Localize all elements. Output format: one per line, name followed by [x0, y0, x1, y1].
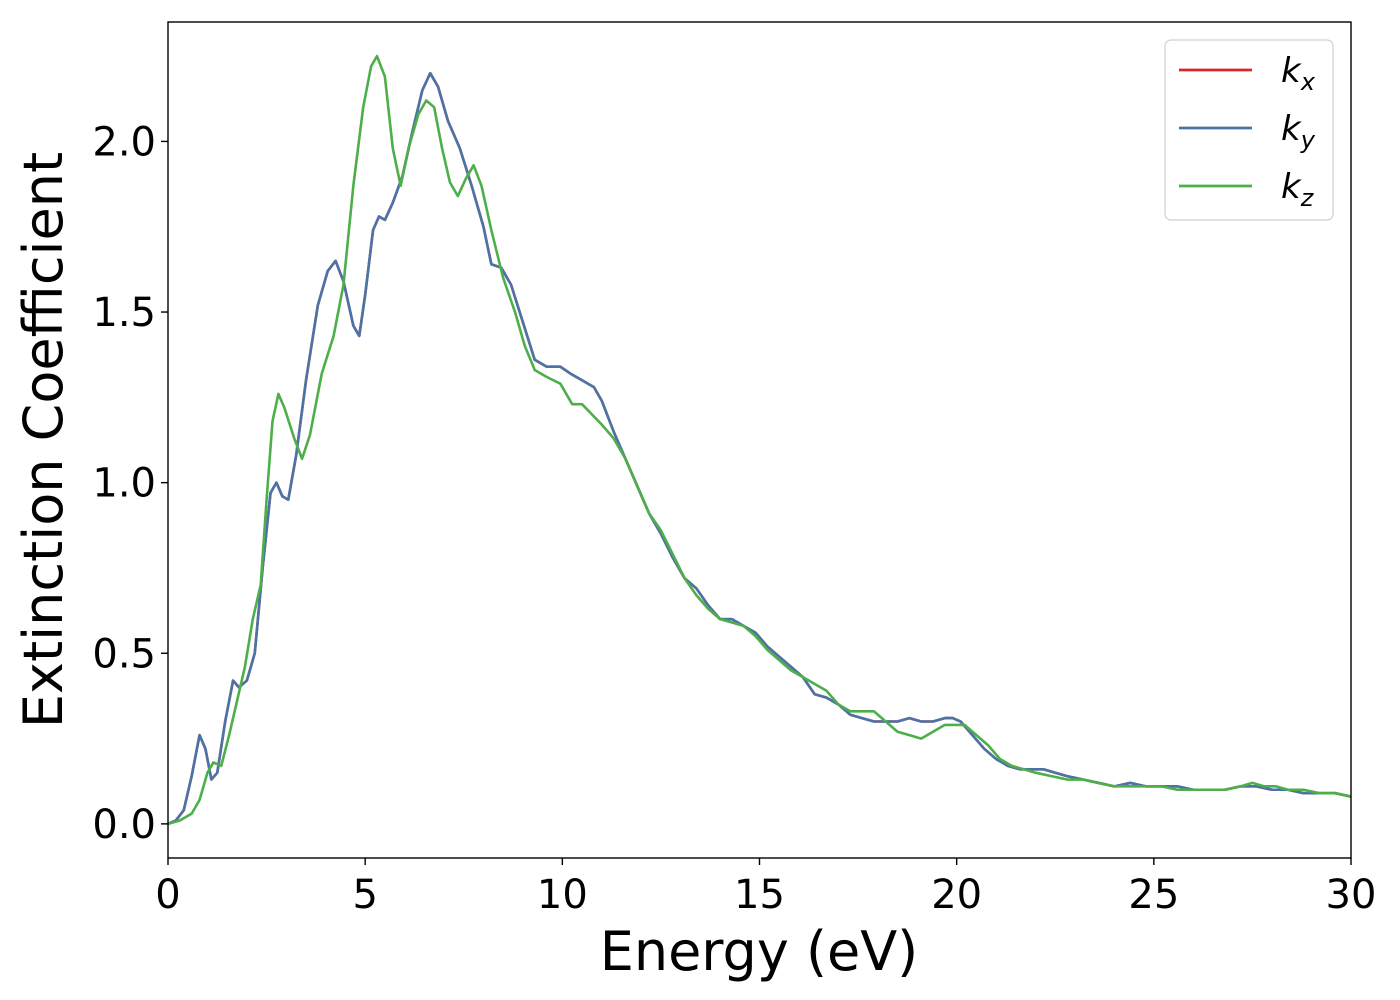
- x-axis-title: Energy (eV): [600, 920, 919, 983]
- x-tick-label: 30: [1326, 872, 1377, 918]
- y-tick-label: 0.5: [92, 631, 156, 677]
- legend-box: [1164, 39, 1334, 221]
- y-tick-label: 0.0: [92, 802, 156, 848]
- series-layer: [168, 54, 1351, 826]
- legend-label-y: ky: [1281, 109, 1316, 154]
- y-axis: 0.0 0.5 1.0 1.5 2.0: [92, 119, 168, 848]
- y-tick-label: 1.5: [92, 290, 156, 336]
- x-tick-label: 10: [537, 872, 588, 918]
- x-tick-label: 20: [931, 872, 982, 918]
- legend-label-x: kx: [1281, 51, 1316, 96]
- x-tick-label: 15: [734, 872, 785, 918]
- x-tick-label: 0: [155, 872, 180, 918]
- y-axis-title: Extinction Coefficient: [12, 152, 75, 728]
- x-tick-label: 25: [1128, 872, 1179, 918]
- x-tick-label: 5: [352, 872, 377, 918]
- y-tick-label: 2.0: [92, 119, 156, 165]
- x-axis: 0 5 10 15 20 25 30: [155, 858, 1376, 918]
- legend: kx ky kz: [1164, 39, 1334, 221]
- series-line-z: [168, 54, 1351, 826]
- y-tick-label: 1.0: [92, 461, 156, 507]
- legend-label-z: kz: [1281, 167, 1315, 212]
